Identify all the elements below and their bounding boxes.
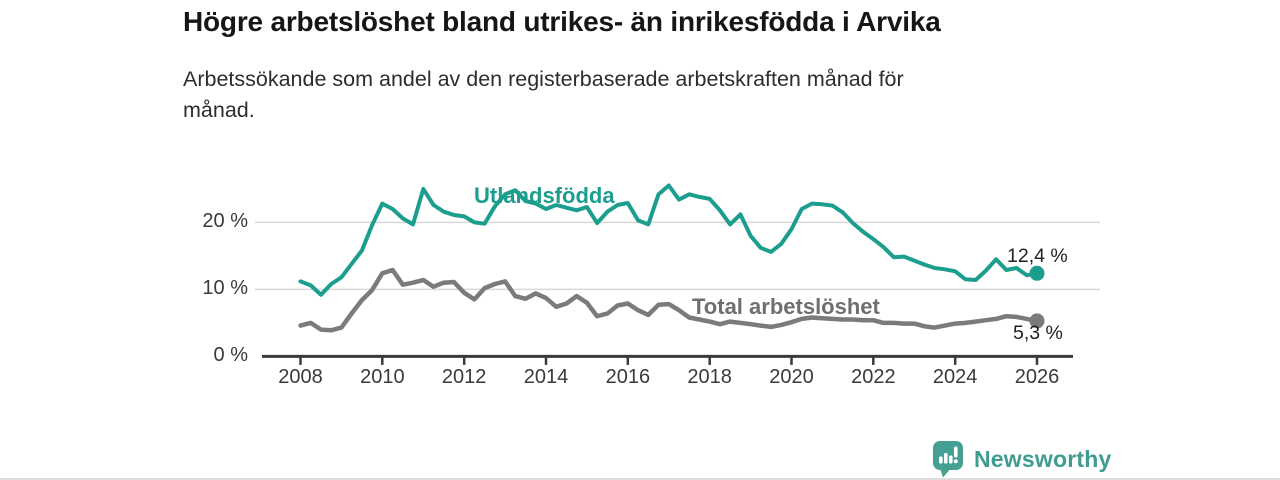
series-line-utlandsf-dda bbox=[298, 183, 1039, 297]
newsworthy-logo-icon bbox=[933, 441, 963, 478]
chart-subtitle: Arbetssökande som andel av den registerb… bbox=[183, 64, 963, 126]
x-axis-label: 2014 bbox=[523, 366, 569, 388]
series-line-total-arbetsl-shet bbox=[298, 267, 1040, 333]
series-end-dot bbox=[1029, 265, 1045, 281]
newsworthy-logo[interactable]: Newsworthy bbox=[932, 440, 1111, 478]
x-axis-label: 2010 bbox=[360, 366, 405, 388]
newsworthy-logo-text: Newsworthy bbox=[974, 445, 1112, 472]
page-title: Högre arbetslöshet bland utrikes- än inr… bbox=[183, 6, 941, 37]
series-label-utlandsfodda: Utlandsfödda bbox=[474, 183, 615, 208]
series-end-dot bbox=[1029, 313, 1045, 329]
x-axis-label: 2024 bbox=[932, 366, 978, 388]
subtitle-line-1: Arbetssökande som andel av den registerb… bbox=[183, 67, 904, 91]
x-axis-label: 2016 bbox=[605, 366, 651, 388]
y-axis-label: 10 % bbox=[202, 277, 248, 300]
series-label-total-arbetsloshet: Total arbetslöshet bbox=[692, 294, 880, 319]
x-axis-label: 2026 bbox=[1014, 366, 1060, 388]
end-value-label-utlandsfodda: 12,4 % bbox=[1007, 245, 1068, 267]
y-axis-label: 0 % bbox=[213, 344, 248, 367]
x-axis-label: 2018 bbox=[687, 366, 732, 388]
subtitle-line-2: månad. bbox=[183, 98, 255, 122]
x-axis-label: 2022 bbox=[851, 366, 896, 388]
end-value-label-total: 5,3 % bbox=[1013, 322, 1063, 344]
x-axis-label: 2020 bbox=[769, 366, 814, 388]
y-axis-label: 20 % bbox=[202, 210, 248, 233]
x-axis-label: 2008 bbox=[278, 366, 323, 388]
x-axis-label: 2012 bbox=[441, 366, 487, 388]
